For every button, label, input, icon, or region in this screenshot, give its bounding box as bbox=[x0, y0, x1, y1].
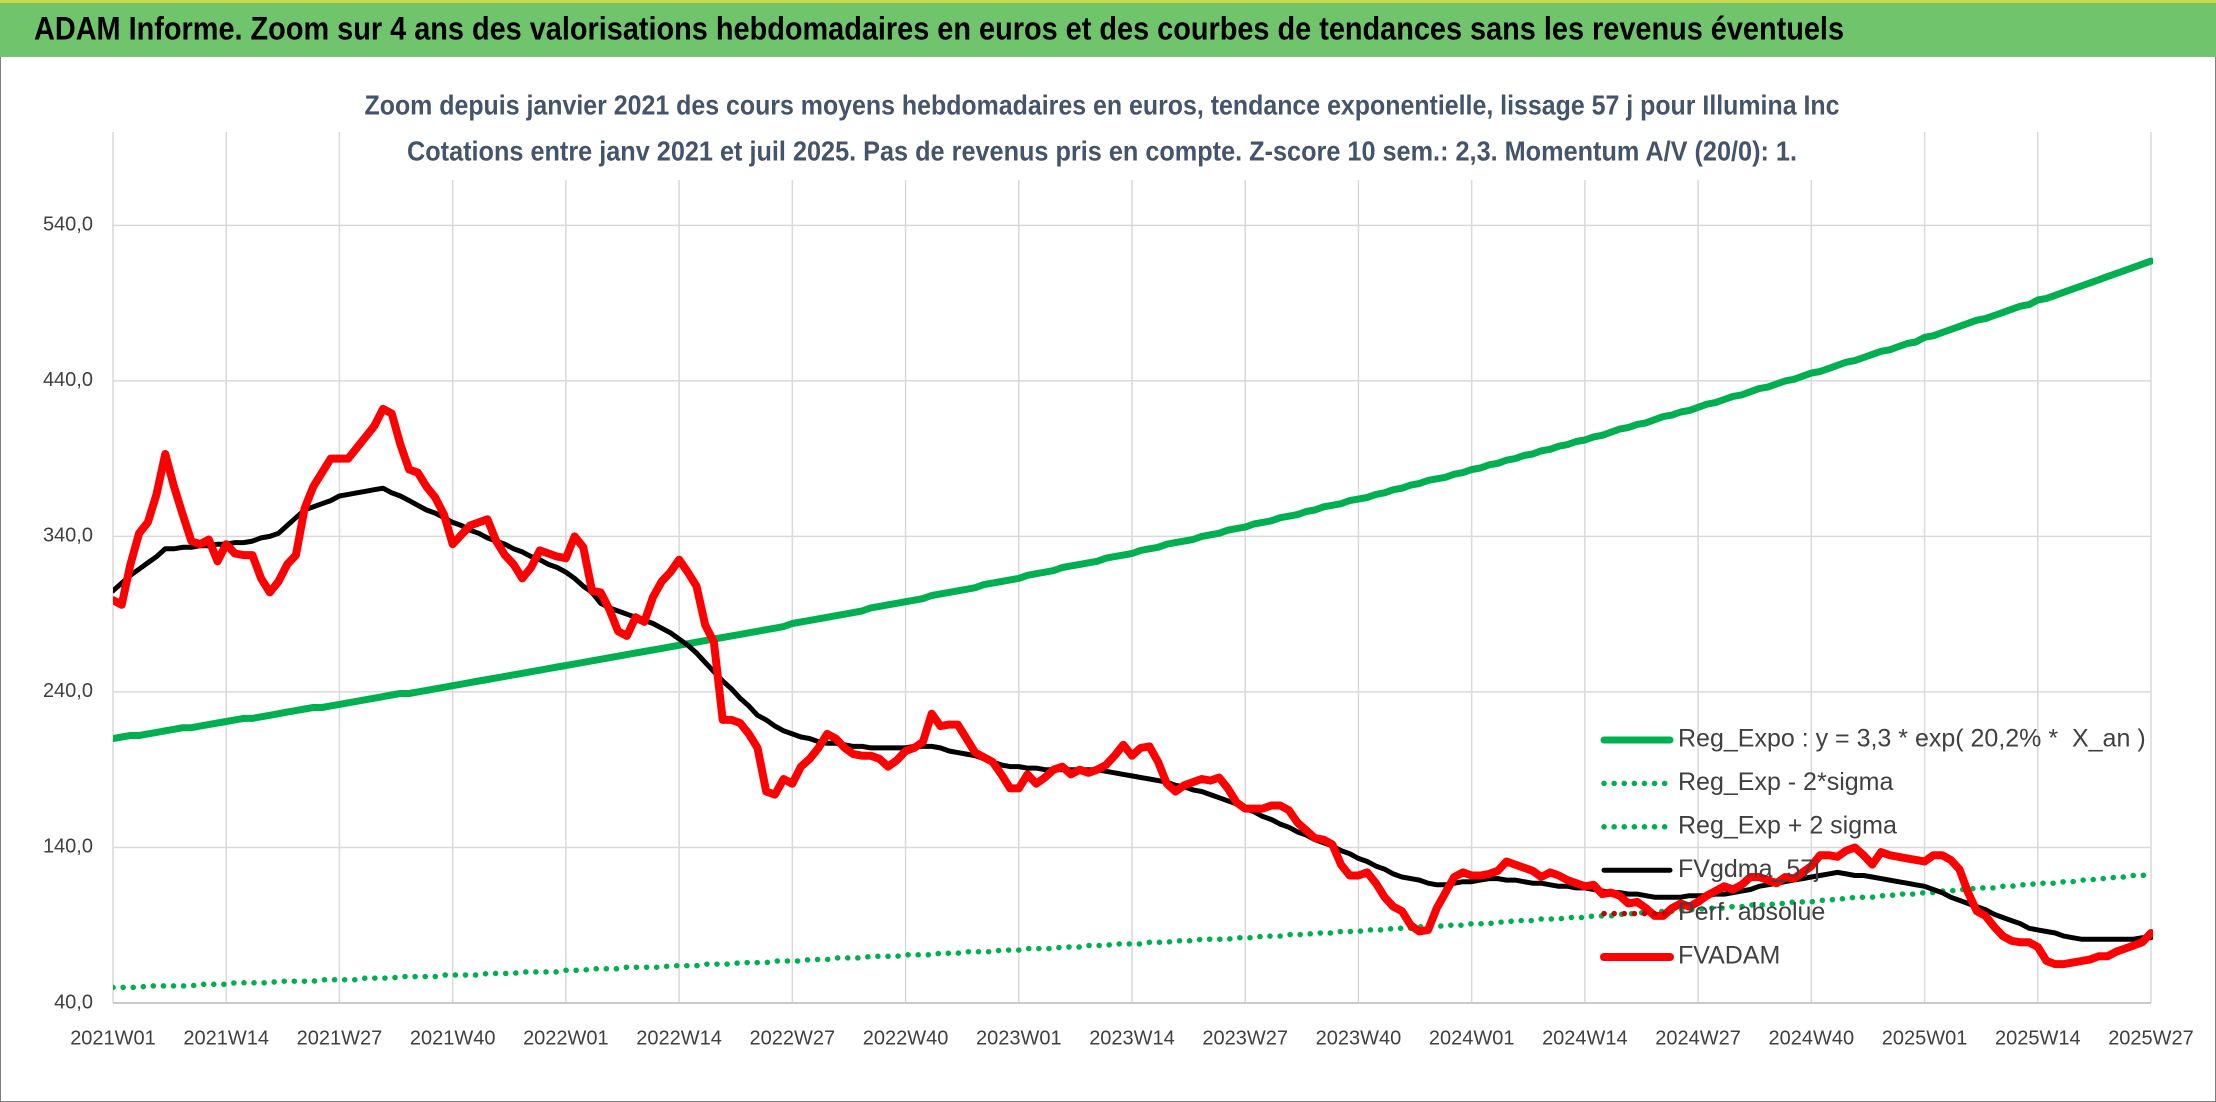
x-tick-label: 2022W01 bbox=[523, 1027, 609, 1049]
legend-label: Reg_Expo : y = 3,3 * exp( 20,2% * X_an ) bbox=[1678, 725, 2146, 753]
chart-subtitle: Cotations entre janv 2021 et juil 2025. … bbox=[407, 135, 1797, 166]
x-tick-label: 2023W01 bbox=[976, 1027, 1062, 1049]
y-tick-label: 240,0 bbox=[43, 680, 93, 702]
x-tick-label: 2025W14 bbox=[1995, 1027, 2081, 1049]
legend-label: FVgdma_57j bbox=[1678, 855, 1820, 883]
legend-label: Perf. absolue bbox=[1678, 898, 1825, 926]
y-tick-label: 140,0 bbox=[43, 836, 93, 858]
x-tick-label: 2023W14 bbox=[1089, 1027, 1175, 1049]
series-line bbox=[113, 871, 2153, 991]
series-line bbox=[113, 404, 2153, 969]
header-stripe bbox=[0, 0, 2216, 3]
x-tick-label: 2023W27 bbox=[1202, 1027, 1288, 1049]
legend: Reg_Expo : y = 3,3 * exp( 20,2% * X_an )… bbox=[1600, 725, 2146, 970]
legend-label: Reg_Exp - 2*sigma bbox=[1678, 768, 1893, 796]
series-line bbox=[113, 257, 2153, 743]
x-tick-label: 2022W14 bbox=[636, 1027, 722, 1049]
series-line bbox=[113, 485, 2153, 942]
x-tick-label: 2022W40 bbox=[863, 1027, 949, 1049]
x-tick-label: 2021W27 bbox=[297, 1027, 383, 1049]
y-tick-label: 440,0 bbox=[43, 369, 93, 391]
x-tick-label: 2024W27 bbox=[1655, 1027, 1741, 1049]
series-group bbox=[113, 257, 2153, 991]
header-bar bbox=[0, 0, 2216, 57]
x-tick-label: 2024W01 bbox=[1429, 1027, 1515, 1049]
subtitle-box bbox=[360, 88, 1852, 180]
plot-area: 40,0 140,0 240,0 340,0 440,0 540,0 2021W01 2021… bbox=[43, 132, 2194, 1049]
legend-label: Reg_Exp + 2 sigma bbox=[1678, 811, 1897, 839]
legend-label: FVADAM bbox=[1678, 942, 1780, 970]
x-tick-label: 2021W01 bbox=[70, 1027, 156, 1049]
x-tick-label: 2022W27 bbox=[750, 1027, 836, 1049]
x-tick-label: 2021W14 bbox=[183, 1027, 269, 1049]
chart-subtitle: Zoom depuis janvier 2021 des cours moyen… bbox=[365, 89, 1840, 120]
header-title: ADAM Informe. Zoom sur 4 ans des valoris… bbox=[34, 10, 1844, 46]
x-tick-label: 2024W14 bbox=[1542, 1027, 1628, 1049]
x-tick-label: 2024W40 bbox=[1769, 1027, 1855, 1049]
x-tick-label: 2025W01 bbox=[1882, 1027, 1968, 1049]
x-tick-label: 2023W40 bbox=[1316, 1027, 1402, 1049]
x-tick-label: 2025W27 bbox=[2108, 1027, 2194, 1049]
y-tick-label: 340,0 bbox=[43, 525, 93, 547]
x-tick-label: 2021W40 bbox=[410, 1027, 496, 1049]
y-tick-label: 40,0 bbox=[54, 991, 93, 1013]
y-tick-label: 540,0 bbox=[43, 214, 93, 236]
